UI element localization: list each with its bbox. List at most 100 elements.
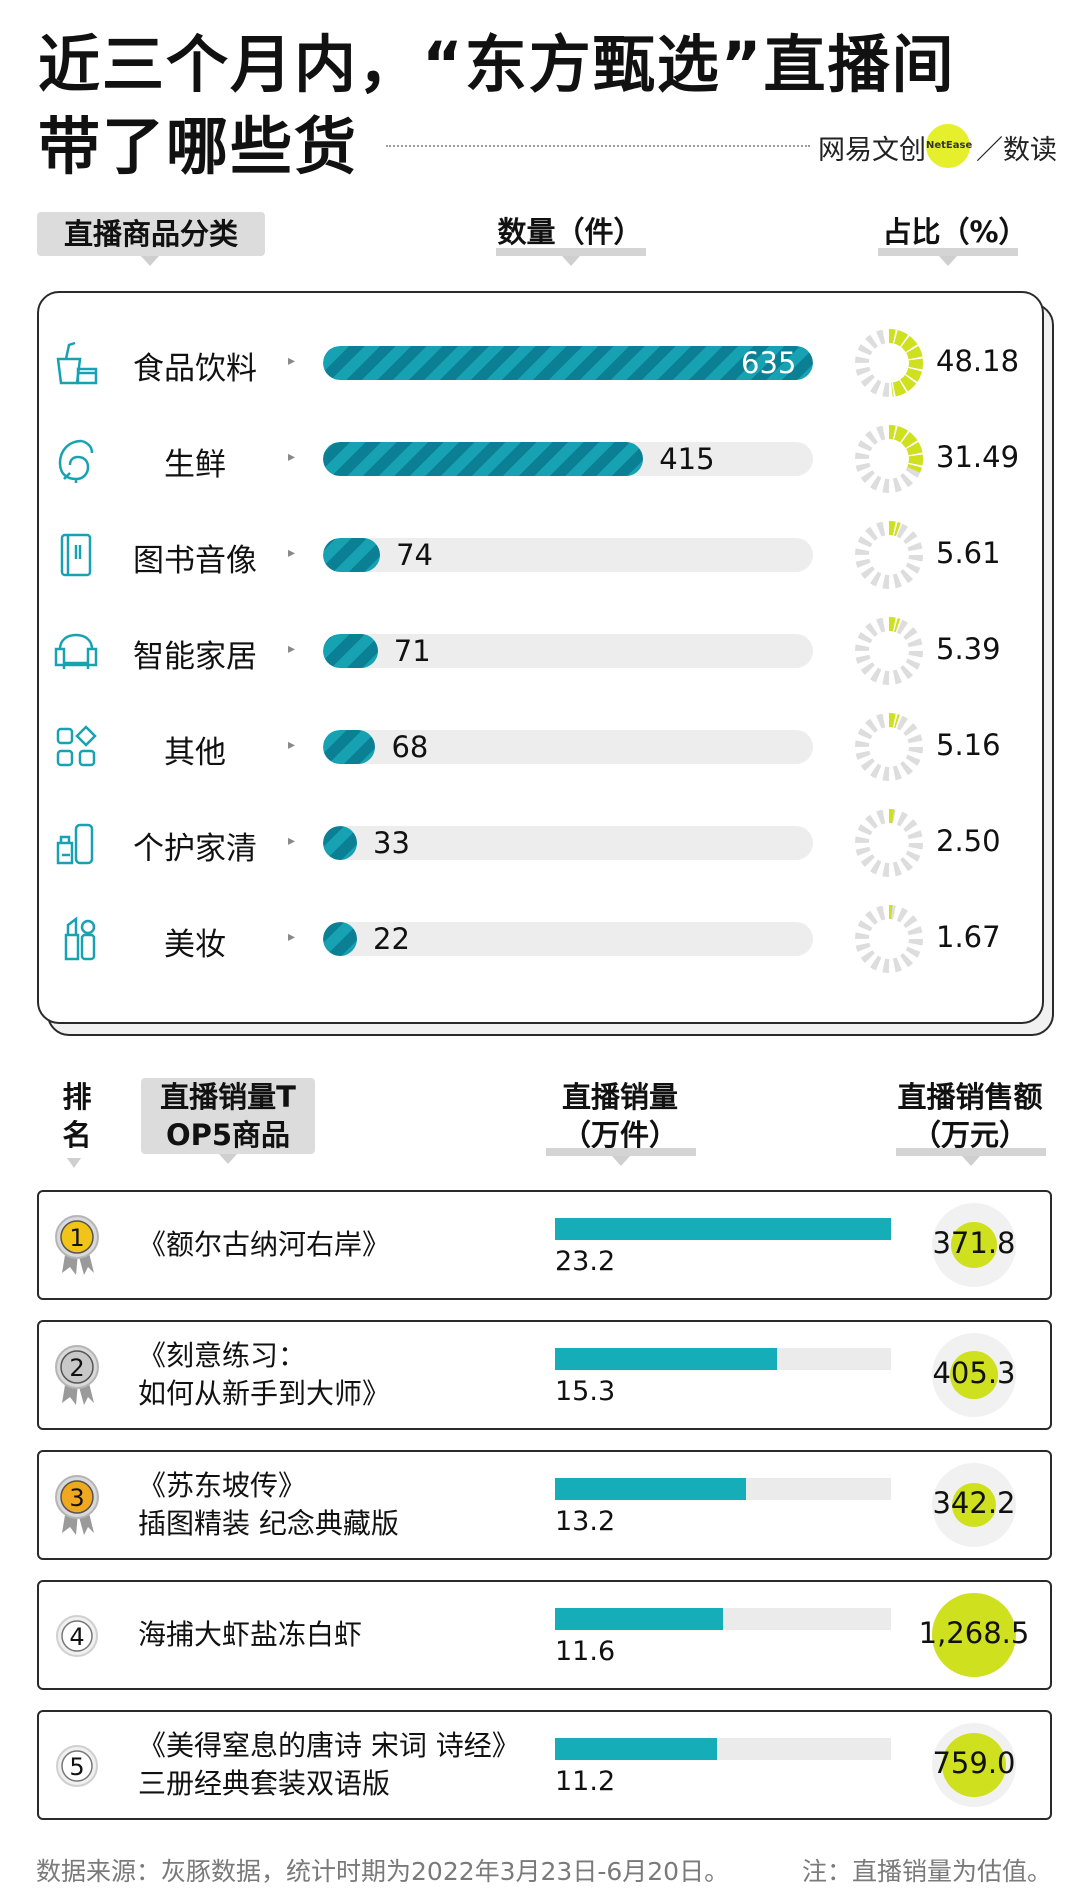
product-name-line: 如何从新手到大师》: [138, 1377, 391, 1410]
revenue-bubble: [952, 1483, 996, 1527]
donut-slice: [855, 617, 923, 685]
product-name: 《美得窒息的唐诗 宋词 诗经》 三册经典套装双语版: [138, 1727, 520, 1803]
bar: [323, 826, 357, 860]
share-value-label: 5.61: [936, 536, 1001, 570]
product-name: 海捕大虾盐冻白虾: [138, 1616, 362, 1654]
bar-value-label: 71: [393, 634, 431, 668]
volume-value-label: 13.2: [555, 1506, 616, 1537]
revenue-value-label: 405.3: [932, 1356, 1016, 1390]
bar: [323, 634, 378, 668]
bar-value-label: 68: [391, 730, 429, 764]
bar: [323, 730, 376, 764]
revenue-value-label: 342.2: [932, 1486, 1016, 1520]
volume-bar-track: [555, 1738, 891, 1760]
header-category: 直播商品分类: [37, 212, 265, 256]
header-revenue-text: 直播销售额（万元）: [897, 1080, 1043, 1152]
bar-value-label: 74: [396, 538, 433, 572]
share-value-label: 1.67: [936, 920, 1001, 954]
logo-brand: 网易文创: [818, 135, 926, 166]
chevron-right-icon: ▸: [288, 737, 296, 753]
share-donut: [854, 904, 924, 974]
product-name-line: 三册经典套装双语版: [138, 1767, 391, 1800]
medal-face: [60, 1220, 94, 1254]
share-value-label: 2.50: [936, 824, 1001, 858]
gold-medal-icon: 1: [54, 1213, 100, 1279]
header-category-pointer: [141, 256, 159, 266]
donut-track: [855, 617, 923, 685]
product-name: 《刻意练习： 如何从新手到大师》: [138, 1337, 390, 1413]
share-value-label: 48.18: [936, 344, 1020, 378]
header-share-pointer: [939, 256, 957, 266]
silver-medal-icon: 2: [54, 1343, 100, 1409]
header-revenue-underline: [896, 1148, 1046, 1156]
share-donut: [854, 712, 924, 782]
badge-face: [61, 1750, 93, 1782]
volume-value-label: 11.6: [555, 1636, 616, 1667]
data-source: 数据来源：灰豚数据，统计时期为2022年3月23日-6月20日。: [36, 1857, 730, 1886]
product-name-line: 海捕大虾盐冻白虾: [138, 1618, 363, 1651]
title-divider: [386, 145, 810, 147]
header-rank-pointer: [67, 1158, 81, 1168]
category-label: 生鲜: [164, 447, 226, 483]
volume-bar: [555, 1218, 891, 1240]
share-value-label: 5.39: [936, 632, 1001, 666]
logo-badge: NetEase: [926, 124, 972, 168]
chevron-right-icon: ▸: [288, 353, 296, 369]
revenue-value-label: 371.8: [932, 1226, 1016, 1260]
donut-slice: [855, 521, 923, 589]
product-row: [37, 1450, 1052, 1560]
sofa-icon: [52, 627, 100, 675]
page-title-line2: 带了哪些货: [38, 110, 359, 183]
header-share-underline: [878, 248, 1018, 256]
share-donut: [854, 616, 924, 686]
rank-number: 2: [69, 1354, 84, 1382]
volume-bar: [555, 1608, 723, 1630]
share-donut: [854, 328, 924, 398]
drink-food-icon: [52, 339, 100, 387]
bar-value-label: 22: [373, 922, 410, 956]
revenue-bubble: [951, 1222, 997, 1268]
volume-value-label: 15.3: [555, 1376, 616, 1407]
bottle-icon: [52, 819, 100, 867]
bar: [323, 442, 644, 476]
header-product: 直播销量TOP5商品: [141, 1078, 315, 1154]
header-volume-underline: [546, 1148, 696, 1156]
donut-separator: [855, 713, 923, 781]
donut-slice: [855, 809, 923, 877]
medal-face: [60, 1350, 94, 1384]
volume-bar-track: [555, 1478, 891, 1500]
donut-separator: [855, 617, 923, 685]
bar-track: [323, 634, 813, 668]
category-label: 其他: [164, 735, 226, 771]
header-product-text: 直播销量TOP5商品: [160, 1080, 296, 1152]
chevron-right-icon: ▸: [288, 929, 296, 945]
header-volume-text: 直播销量（万件）: [561, 1080, 678, 1152]
product-name-line: 《美得窒息的唐诗 宋词 诗经》: [138, 1729, 520, 1762]
header-volume-pointer: [612, 1156, 630, 1166]
bar-value-label: 33: [373, 826, 410, 860]
header-share: 占比（%）: [882, 215, 1028, 249]
chevron-right-icon: ▸: [288, 449, 296, 465]
chevron-right-icon: ▸: [288, 545, 296, 561]
bar: [323, 538, 381, 572]
revenue-bubble: [950, 1351, 998, 1399]
shrimp-icon: [52, 435, 100, 483]
donut-track: [855, 809, 923, 877]
rank-badge-icon: 5: [54, 1733, 100, 1799]
donut-track: [855, 521, 923, 589]
logo-sub: ／数读: [976, 135, 1057, 166]
volume-bar-track: [555, 1608, 891, 1630]
netease-logo: 网易文创 NetEase ／数读: [818, 124, 1058, 168]
header-count-pointer: [562, 256, 580, 266]
donut-separator: [855, 521, 923, 589]
category-label: 智能家居: [133, 639, 257, 675]
medal-face: [60, 1480, 94, 1514]
chevron-right-icon: ▸: [288, 833, 296, 849]
product-name: 《额尔古纳河右岸》: [138, 1226, 390, 1264]
volume-value-label: 23.2: [555, 1246, 616, 1277]
donut-separator: [855, 809, 923, 877]
revenue-bubble: [932, 1593, 1016, 1677]
header-product-pointer: [219, 1154, 237, 1164]
volume-value-label: 11.2: [555, 1766, 616, 1797]
product-name-line: 《额尔古纳河右岸》: [138, 1228, 391, 1261]
